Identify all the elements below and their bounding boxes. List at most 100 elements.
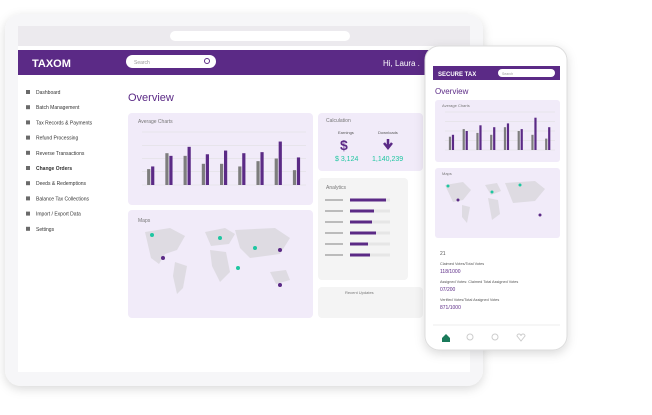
menu-item: Import / Export Data bbox=[36, 212, 81, 218]
menu-icon bbox=[26, 211, 30, 216]
menu-icon bbox=[26, 226, 30, 231]
search-box[interactable] bbox=[498, 69, 555, 77]
nav-settings[interactable] bbox=[491, 333, 499, 341]
stat-label: Earnings bbox=[338, 130, 354, 135]
stat-label: Claimed Votes/Total Votes bbox=[440, 262, 484, 266]
bar bbox=[165, 153, 169, 185]
bar bbox=[476, 132, 479, 150]
dollar-icon: $ bbox=[340, 137, 348, 153]
search-placeholder: Search bbox=[502, 72, 513, 76]
bar bbox=[534, 117, 537, 150]
stat-value: 118/1000 bbox=[440, 269, 461, 275]
stat-value: $ 3,124 bbox=[335, 156, 358, 163]
menu-item: Tax Records & Payments bbox=[36, 120, 93, 126]
menu-item: Deeds & Redemptions bbox=[36, 181, 87, 187]
bar bbox=[490, 134, 493, 150]
nav-heart[interactable] bbox=[516, 333, 526, 342]
bar bbox=[151, 166, 155, 185]
search-box[interactable] bbox=[126, 55, 216, 68]
stat-value: 1,140,239 bbox=[372, 156, 403, 163]
bar bbox=[493, 127, 496, 150]
label-stub bbox=[325, 199, 343, 201]
label-stub bbox=[325, 254, 343, 256]
menu-item: Refund Processing bbox=[36, 136, 78, 142]
download-icon bbox=[383, 139, 393, 151]
bar bbox=[224, 150, 228, 185]
menu-icon bbox=[26, 196, 30, 201]
menu-item: Balance Tax Collections bbox=[36, 196, 89, 202]
bar bbox=[296, 157, 301, 185]
bar bbox=[183, 155, 187, 185]
bar bbox=[220, 163, 224, 185]
world-map bbox=[445, 181, 545, 223]
bar bbox=[479, 125, 482, 150]
bar bbox=[350, 253, 370, 257]
bar bbox=[517, 131, 520, 150]
bar bbox=[147, 169, 151, 185]
menu-icon bbox=[26, 135, 30, 140]
bar bbox=[548, 127, 551, 150]
bar bbox=[465, 131, 468, 150]
bar bbox=[462, 129, 465, 150]
menu-item: Change Orders bbox=[36, 166, 72, 172]
bar bbox=[169, 155, 173, 185]
nav-bell[interactable] bbox=[466, 333, 474, 341]
calc-card bbox=[318, 113, 423, 171]
bar bbox=[274, 158, 278, 185]
analytics-card bbox=[318, 178, 408, 280]
app-header bbox=[18, 50, 470, 75]
heading: Overview bbox=[435, 87, 469, 96]
menu-item: Batch Management bbox=[36, 105, 80, 111]
bar bbox=[278, 141, 282, 185]
stat-label: Assigned Votes: Claimed Total Assigned V… bbox=[440, 280, 518, 284]
bar bbox=[350, 209, 374, 213]
bar bbox=[201, 163, 205, 185]
bar bbox=[260, 152, 264, 185]
card-title: Analytics bbox=[326, 185, 347, 191]
menu-icon bbox=[26, 181, 30, 186]
stat-value: 07/200 bbox=[440, 287, 456, 293]
menu-item: Reverse Transactions bbox=[36, 151, 85, 157]
map-pins bbox=[150, 233, 257, 270]
brand: TAXOM bbox=[32, 58, 71, 70]
bar bbox=[531, 134, 534, 150]
search-placeholder: Search bbox=[134, 60, 150, 66]
world-map bbox=[145, 228, 290, 294]
card-title: Maps bbox=[138, 218, 151, 224]
stat-label: Downloads bbox=[378, 130, 398, 135]
nav-home[interactable] bbox=[442, 334, 450, 342]
bar bbox=[451, 134, 455, 150]
search-icon[interactable] bbox=[204, 58, 210, 64]
stat-label: 21 bbox=[440, 251, 446, 257]
bar bbox=[350, 198, 386, 202]
bar bbox=[292, 170, 297, 185]
brand: SECURE TAX bbox=[438, 72, 476, 78]
card-title: Calculation bbox=[326, 118, 351, 124]
bar bbox=[448, 136, 452, 150]
stat-value: 871/1000 bbox=[440, 305, 461, 311]
bar bbox=[205, 154, 209, 185]
greeting: Hi, Laura . bbox=[383, 59, 420, 68]
menu-icon bbox=[26, 120, 30, 125]
bar bbox=[350, 231, 376, 235]
label-stub bbox=[325, 243, 343, 245]
bar bbox=[238, 166, 242, 185]
bar bbox=[350, 242, 368, 246]
bar-track bbox=[350, 242, 390, 246]
menu-icon bbox=[26, 166, 30, 170]
url-bar bbox=[170, 31, 350, 41]
card-title: Average Charts bbox=[442, 103, 470, 108]
card-title: Recent Updates bbox=[345, 290, 374, 295]
menu-item: Settings bbox=[36, 227, 55, 233]
menu-icon bbox=[26, 90, 30, 94]
menu-item: Dashboard bbox=[36, 90, 61, 96]
bar bbox=[545, 138, 548, 150]
bar bbox=[256, 161, 260, 185]
menu-icon bbox=[26, 105, 30, 110]
stat-label: Verified Votes/Total Assigned Votes bbox=[440, 298, 499, 302]
bar bbox=[520, 129, 523, 150]
bar bbox=[242, 153, 246, 185]
recent-card bbox=[318, 287, 423, 318]
